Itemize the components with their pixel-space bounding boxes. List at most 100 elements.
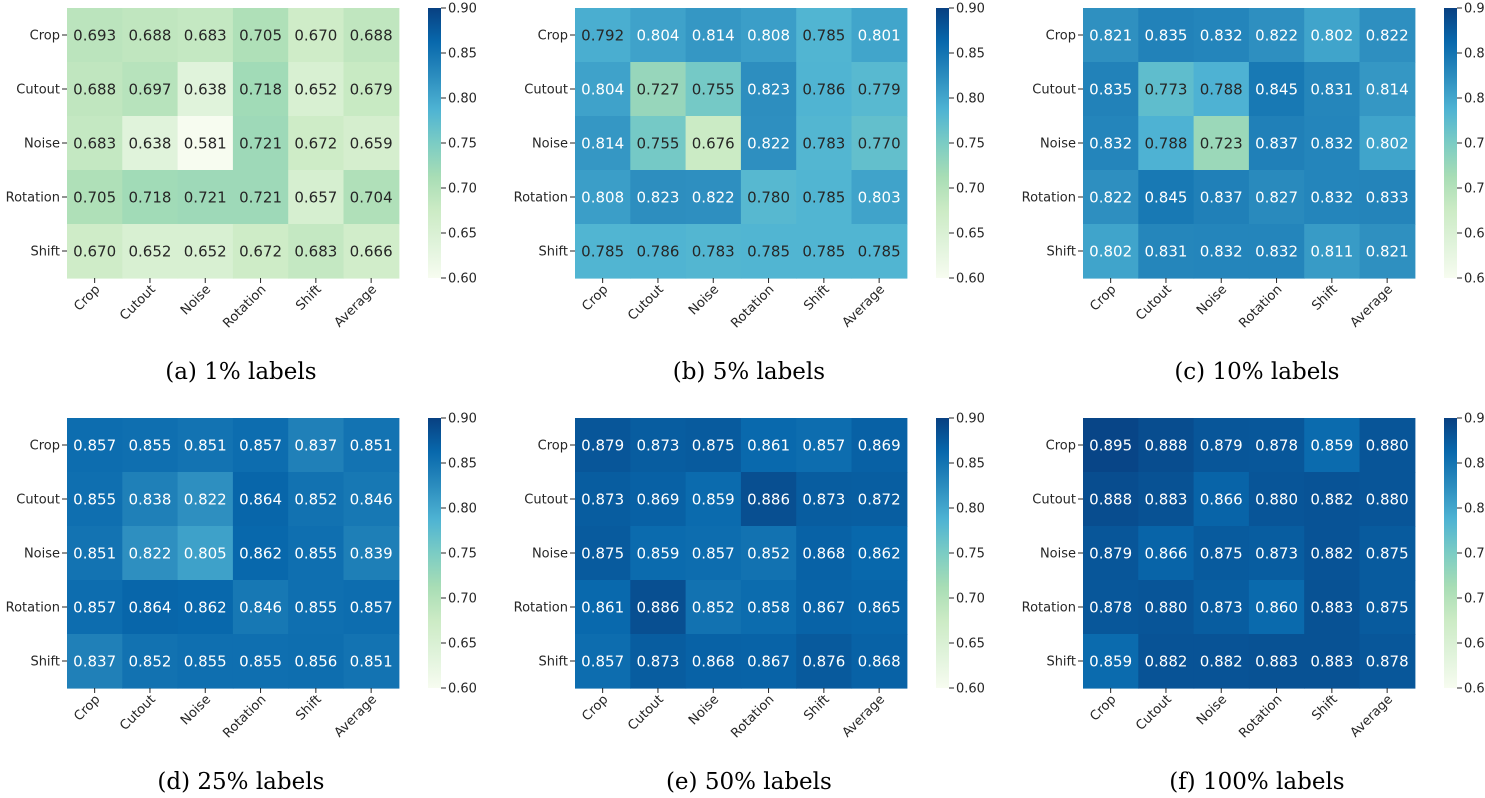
cell-value-label: 0.864 <box>128 599 171 617</box>
heatmap-cell <box>1138 634 1195 689</box>
cell-value-label: 0.895 <box>1089 437 1132 455</box>
x-tick-label: Rotation <box>1236 692 1285 741</box>
y-tick-label: Noise <box>1040 547 1076 562</box>
heatmap-cell <box>1359 418 1416 473</box>
cell-value-label: 0.856 <box>294 653 337 671</box>
heatmap-cell <box>343 224 400 279</box>
colorbar-tick-label: 0.65 <box>1464 227 1485 242</box>
y-tick-label: Noise <box>24 137 60 152</box>
panel-caption: (d) 25% labels <box>157 769 324 795</box>
cell-value-label: 0.822 <box>747 135 790 153</box>
colorbar-tick-label: 0.85 <box>956 47 985 62</box>
heatmap-cell <box>1359 634 1416 689</box>
heatmap-cell <box>1359 224 1416 279</box>
cell-value-label: 0.873 <box>636 437 679 455</box>
heatmap-cell <box>67 472 123 527</box>
x-tick-label: Crop <box>1087 692 1119 724</box>
cell-value-label: 0.785 <box>802 27 845 45</box>
cell-value-label: 0.846 <box>239 599 282 617</box>
y-tick-label: Cutout <box>524 83 568 98</box>
heatmap-cell <box>685 418 742 473</box>
heatmap-cell <box>288 634 345 689</box>
heatmap-cell <box>122 580 179 635</box>
heatmap-cell <box>1248 634 1305 689</box>
y-tick-label: Shift <box>538 655 568 670</box>
cell-value-label: 0.852 <box>294 491 337 509</box>
y-tick-label: Rotation <box>6 601 60 616</box>
heatmap-cell <box>740 224 797 279</box>
heatmap-cell <box>630 116 687 171</box>
cell-value-label: 0.873 <box>636 653 679 671</box>
heatmap-cell <box>1304 634 1361 689</box>
cell-value-label: 0.869 <box>858 437 901 455</box>
heatmap-cell <box>685 526 742 581</box>
cell-value-label: 0.873 <box>1200 599 1243 617</box>
heatmap-cell <box>122 8 179 63</box>
y-tick-label: Shift <box>1046 655 1076 670</box>
x-tick-label: Rotation <box>728 692 777 741</box>
cell-value-label: 0.688 <box>73 81 116 99</box>
x-tick-label: Crop <box>71 692 103 724</box>
y-tick-label: Crop <box>538 439 568 454</box>
x-tick-label: Shift <box>1309 692 1341 724</box>
x-tick-label: Average <box>840 282 888 330</box>
heatmap-cell <box>851 580 908 635</box>
cell-value-label: 0.888 <box>1089 491 1132 509</box>
y-tick-label: Noise <box>532 137 568 152</box>
heatmap-cell <box>1248 472 1305 527</box>
heatmap-cell <box>1359 116 1416 171</box>
heatmap-cell <box>1304 170 1361 225</box>
heatmap-cell <box>575 418 631 473</box>
x-tick-label: Crop <box>71 282 103 314</box>
heatmap-cell <box>575 116 631 171</box>
colorbar-tick-label: 0.70 <box>448 592 477 607</box>
y-tick-label: Crop <box>30 29 60 44</box>
cell-value-label: 0.788 <box>1144 135 1187 153</box>
cell-value-label: 0.883 <box>1144 491 1187 509</box>
cell-value-label: 0.638 <box>128 135 171 153</box>
heatmap-cell <box>1193 170 1250 225</box>
cell-value-label: 0.652 <box>184 243 227 261</box>
cell-value-label: 0.801 <box>858 27 901 45</box>
colorbar-tick-label: 0.75 <box>1464 547 1485 562</box>
cell-value-label: 0.857 <box>73 437 116 455</box>
colorbar <box>936 418 949 688</box>
heatmap-cell <box>1138 472 1195 527</box>
heatmap-cell <box>288 224 345 279</box>
cell-value-label: 0.857 <box>692 545 735 563</box>
heatmap-cell <box>343 580 400 635</box>
colorbar-tick-label: 0.65 <box>956 227 985 242</box>
heatmap-cell <box>177 170 234 225</box>
colorbar-tick-label: 0.65 <box>448 637 477 652</box>
cell-value-label: 0.804 <box>581 81 624 99</box>
heatmap-cell <box>343 472 400 527</box>
y-tick-label: Rotation <box>514 601 568 616</box>
heatmap-cell <box>122 634 179 689</box>
cell-value-label: 0.666 <box>350 243 393 261</box>
y-tick-label: Rotation <box>1022 601 1076 616</box>
heatmap-cell <box>1304 580 1361 635</box>
cell-value-label: 0.838 <box>128 491 171 509</box>
y-tick-label: Crop <box>30 439 60 454</box>
heatmap-cell <box>1138 418 1195 473</box>
cell-value-label: 0.873 <box>802 491 845 509</box>
x-tick-label: Shift <box>293 692 325 724</box>
x-tick-label: Shift <box>293 282 325 314</box>
colorbar-tick-label: 0.60 <box>956 272 985 287</box>
heatmap-cell <box>67 62 123 117</box>
panel-caption: (e) 50% labels <box>666 769 832 795</box>
cell-value-label: 0.693 <box>73 27 116 45</box>
x-tick-label: Cutout <box>117 692 159 734</box>
x-tick-label: Average <box>332 692 380 740</box>
heatmap-cell <box>343 116 400 171</box>
heatmap-cell <box>630 418 687 473</box>
cell-value-label: 0.878 <box>1366 653 1409 671</box>
colorbar-tick-label: 0.70 <box>1464 592 1485 607</box>
cell-value-label: 0.862 <box>239 545 282 563</box>
x-tick-label: Rotation <box>220 692 269 741</box>
cell-value-label: 0.657 <box>294 189 337 207</box>
cell-value-label: 0.855 <box>294 599 337 617</box>
cell-value-label: 0.861 <box>581 599 624 617</box>
colorbar-tick-label: 0.80 <box>1464 92 1485 107</box>
heatmap-cell <box>288 62 345 117</box>
